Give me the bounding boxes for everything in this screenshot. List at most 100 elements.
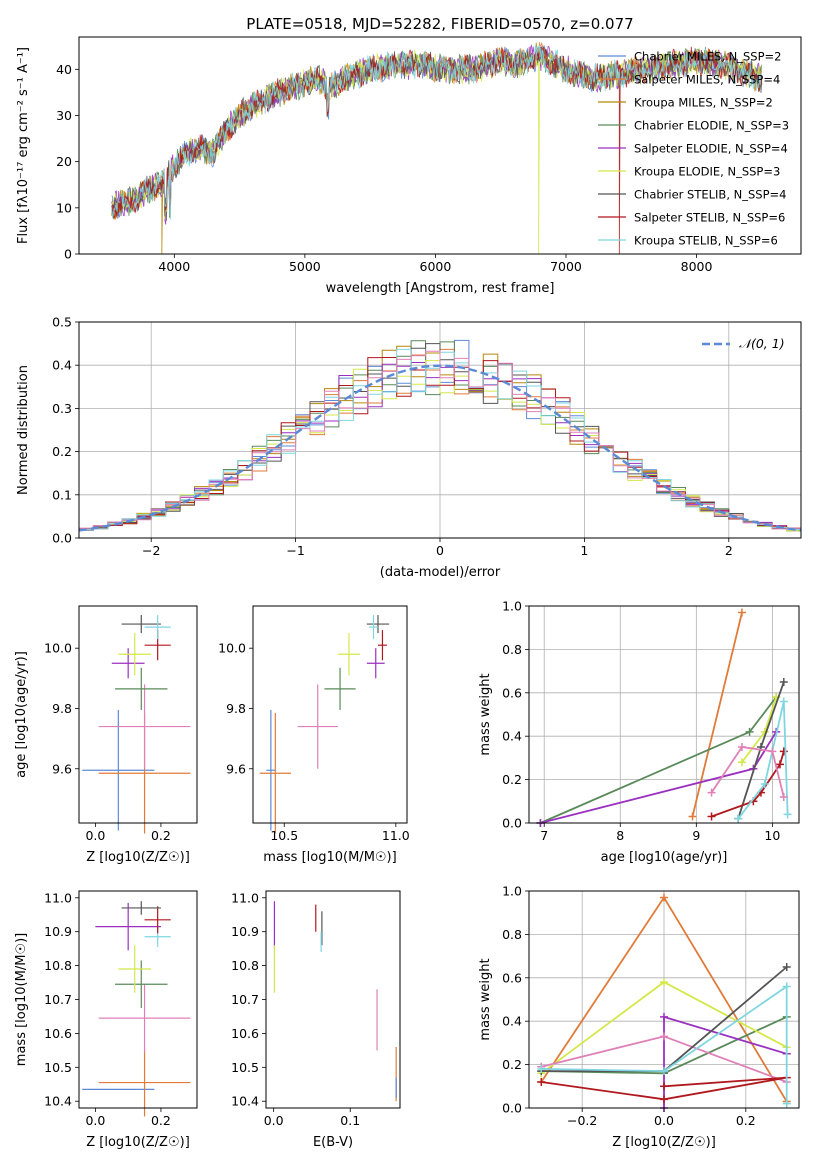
errorbar-panel-6: 0.0 0.1 10.4 10.5 10.6 10.7 10.8 10.9 11.0 E(B-V) (231, 890, 401, 1150)
x-tick-label: 0.0 (85, 828, 105, 843)
plot-frame (528, 605, 800, 824)
x-tick-label: 10.5 (270, 828, 298, 843)
x-tick-label: 0.1 (340, 1113, 360, 1128)
weight-line-chabrier_elodie (540, 696, 777, 824)
y-tick-label: 40 (56, 62, 72, 77)
weight-marker-salpeter_stelib (660, 1095, 668, 1104)
y-tick-label: 9.8 (226, 701, 246, 716)
legend-label-chabrier_stelib: Chabrier STELIB, N_SSP=4 (634, 188, 786, 202)
y-tick-label: 10.7 (44, 992, 72, 1007)
y-tick-label: 10.9 (44, 924, 72, 939)
weight-marker-chabrier_elodie (745, 727, 754, 736)
x-tick-label: 10 (764, 828, 780, 843)
weight-marker-kroupa_stelib (782, 982, 791, 991)
x-tick-label: 0 (436, 543, 444, 558)
x-tick-label: 2 (725, 543, 733, 558)
weight-marker-pink (737, 743, 746, 752)
weight-marker-pink (660, 1032, 668, 1041)
x-axis-label: wavelength [Angstrom, rest frame] (326, 281, 555, 296)
weight-marker-kroupa_stelib (660, 1067, 668, 1076)
plot-frame (265, 890, 401, 1109)
legend-label-salpeter_miles: Salpeter MILES, N_SSP=4 (634, 73, 780, 87)
x-tick-label: 0.2 (151, 828, 171, 843)
y-tick-label: 0.4 (52, 358, 72, 373)
y-tick-label: 10.8 (231, 958, 259, 973)
y-tick-label: 10.5 (231, 1060, 259, 1075)
weight-marker-chabrier_stelib (779, 677, 788, 686)
histogram-panel: −2 −1 0 1 2 0.0 0.1 0.2 0.3 0.4 0.5 (data-model)/er… (16, 315, 802, 580)
x-axis-label: (data-model)/error (380, 565, 501, 580)
y-tick-label: 10.5 (44, 1060, 72, 1075)
x-tick-label: 9 (692, 828, 700, 843)
weight-marker-salpeter_stelib (707, 812, 716, 821)
x-tick-label: 0.0 (264, 1113, 284, 1128)
x-axis-label: Z [log10(Z/Z☉)] (86, 850, 190, 865)
y-tick-label: 9.6 (226, 761, 246, 776)
plot-frame (78, 890, 198, 1109)
weight-marker-salpeter_stelib (775, 760, 784, 769)
y-tick-label: 10.6 (44, 1026, 72, 1041)
x-tick-label: 5000 (289, 259, 321, 274)
weight-marker-pink (707, 788, 716, 797)
weight-marker-pink (779, 792, 788, 801)
figure-title: PLATE=0518, MJD=52282, FIBERID=0570, z=0… (246, 15, 633, 33)
errorbar-panel-3: 10.5 11.0 9.6 9.8 10.0 mass [log10(M/M☉)] (218, 605, 410, 865)
weight-panel-4: 7 8 9 10 0.0 0.2 0.4 0.6 0.8 1.0 age [log10(age/yr… (478, 599, 800, 865)
weight-marker-kroupa_stelib (734, 814, 743, 823)
x-tick-label: 0.0 (654, 1113, 674, 1128)
x-tick-label: 7000 (550, 259, 582, 274)
errorbar-panel-2: 0.0 0.2 9.6 9.8 10.0 Z [log10(Z/Z☉)] age [log1… (14, 605, 198, 865)
y-tick-label: 1.0 (502, 884, 522, 899)
x-tick-label: 0.0 (85, 1113, 105, 1128)
weight-marker-salpeter_stelib (779, 747, 788, 756)
hist-step-salpeter_stelib (79, 357, 801, 529)
y-tick-label: 0.1 (52, 487, 72, 502)
y-tick-label: 11.0 (44, 890, 72, 905)
x-tick-label: 7 (540, 828, 548, 843)
y-tick-label: 10.4 (44, 1094, 72, 1109)
y-axis-label: age [log10(age/yr)] (14, 651, 29, 778)
x-tick-label: 0.2 (736, 1113, 756, 1128)
weight-marker-salpeter_stelib (537, 1077, 546, 1086)
y-tick-label: 9.8 (52, 701, 72, 716)
x-tick-label: −1 (286, 543, 304, 558)
x-axis-label: E(B-V) (313, 1135, 353, 1150)
y-tick-label: 10.7 (231, 992, 259, 1007)
legend-label-normal: 𝒩(0, 1) (739, 336, 785, 351)
weight-marker-salpeter_elodie (660, 1012, 668, 1021)
y-tick-label: 10 (56, 200, 72, 215)
weight-marker-kroupa_stelib (537, 1064, 546, 1073)
y-tick-label: 11.0 (231, 890, 259, 905)
weight-marker-kroupa_stelib (779, 697, 788, 706)
weight-marker-kroupa_stelib (760, 779, 769, 788)
x-tick-label: −2 (142, 543, 160, 558)
weight-line-kroupa_stelib (541, 984, 788, 1104)
plot-frame (252, 605, 408, 824)
y-tick-label: 0.0 (502, 1101, 522, 1116)
weight-marker-kroupa_elodie (737, 758, 746, 767)
x-axis-label: age [log10(age/yr)] (601, 850, 728, 865)
legend-label-salpeter_stelib: Salpeter STELIB, N_SSP=6 (634, 211, 785, 225)
y-tick-label: 20 (56, 154, 72, 169)
weight-marker-salpeter_stelib (660, 1082, 668, 1091)
y-tick-label: 0.3 (52, 401, 72, 416)
y-axis-label: Normed distribution (16, 365, 31, 495)
weight-line-salpeter_stelib (541, 1076, 787, 1101)
y-tick-label: 0.5 (52, 315, 72, 330)
x-tick-label: 11.0 (382, 828, 410, 843)
weight-marker-salpeter_miles (660, 893, 668, 902)
weight-line-salpeter_miles (691, 612, 743, 817)
spectrum-line-kroupa_stelib (111, 45, 763, 220)
y-tick-label: 0.2 (52, 444, 72, 459)
y-tick-label: 0.4 (502, 729, 522, 744)
x-tick-label: 6000 (420, 259, 452, 274)
y-tick-label: 10.8 (44, 958, 72, 973)
y-tick-label: 0.6 (502, 685, 522, 700)
y-tick-label: 0.2 (502, 1057, 522, 1072)
y-tick-label: 0.6 (502, 970, 522, 985)
legend-label-chabrier_elodie: Chabrier ELODIE, N_SSP=3 (634, 119, 789, 133)
x-axis-label: mass [log10(M/M☉)] (263, 850, 396, 865)
weight-line-salpeter_elodie (663, 1015, 787, 1108)
legend-label-salpeter_elodie: Salpeter ELODIE, N_SSP=4 (634, 142, 788, 156)
